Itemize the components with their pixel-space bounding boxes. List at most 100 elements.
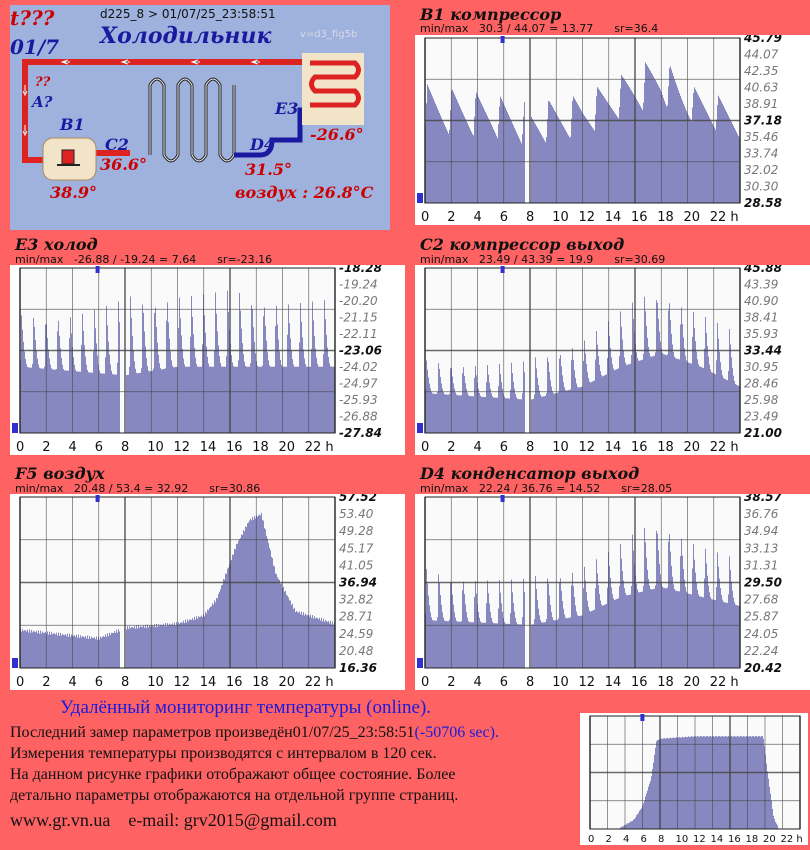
data-bar (196, 363, 197, 433)
data-bar (671, 69, 672, 203)
data-bar (696, 91, 697, 203)
data-bar (657, 302, 658, 433)
data-bar (264, 528, 265, 668)
data-bar (544, 140, 545, 203)
data-bar (254, 341, 255, 433)
x-tick-label: 6 (500, 210, 508, 225)
data-bar (649, 353, 650, 433)
data-bar (495, 397, 496, 433)
data-bar (133, 628, 134, 668)
data-bar (630, 363, 631, 433)
data-bar (595, 114, 596, 203)
data-bar (432, 96, 433, 203)
data-bar (622, 339, 623, 433)
data-bar (474, 116, 475, 203)
data-bar (482, 105, 483, 203)
data-bar (190, 619, 191, 668)
x-tick-label: 10 (552, 210, 569, 225)
data-bar (482, 622, 483, 668)
data-bar (599, 364, 600, 433)
data-bar (21, 315, 22, 433)
data-bar (662, 352, 663, 433)
data-bar (88, 372, 89, 433)
y-tick-label: 35.46 (744, 130, 779, 144)
data-bar (315, 348, 316, 433)
data-bar (725, 109, 726, 203)
data-bar (47, 337, 48, 433)
data-bar (89, 635, 90, 668)
data-bar (532, 624, 533, 668)
x-tick-label: 4 (474, 210, 482, 225)
data-bar (187, 366, 188, 433)
data-bar (443, 617, 444, 668)
data-bar (188, 621, 189, 668)
data-bar (776, 823, 777, 829)
data-bar (710, 596, 711, 668)
data-bar (199, 617, 200, 668)
data-bar (185, 366, 186, 433)
data-bar (468, 621, 469, 668)
data-bar (493, 397, 494, 433)
data-bar (169, 338, 170, 433)
data-bar (169, 623, 170, 668)
data-bar (507, 398, 508, 433)
data-bar (565, 130, 566, 203)
y-tick-label: 33.13 (744, 541, 778, 555)
data-bar (110, 634, 111, 668)
data-bar (141, 626, 142, 668)
data-bar (509, 116, 510, 203)
data-bar (106, 636, 107, 668)
data-bar (113, 633, 114, 668)
data-bar (209, 366, 210, 433)
data-bar (604, 375, 605, 433)
data-bar (39, 367, 40, 433)
data-bar (245, 526, 246, 668)
data-bar (581, 386, 582, 433)
x-tick-label: 14 (605, 210, 622, 225)
data-bar (239, 292, 240, 433)
data-bar (688, 362, 689, 433)
email-link[interactable]: e-mail: grv2015@gmail.com (128, 810, 337, 830)
data-bar (707, 113, 708, 203)
data-bar (173, 367, 174, 433)
data-bar (218, 593, 219, 668)
data-bar (298, 366, 299, 433)
data-bar (533, 398, 534, 433)
data-bar (56, 369, 57, 433)
data-bar (586, 364, 587, 433)
data-bar (723, 378, 724, 433)
data-bar (261, 366, 262, 433)
data-bar (254, 515, 255, 668)
data-bar (535, 357, 536, 433)
data-bar (714, 373, 715, 433)
data-bar (216, 313, 217, 433)
level-marker (417, 193, 423, 203)
data-bar (92, 372, 93, 433)
data-bar (127, 374, 128, 433)
data-bar (723, 736, 724, 829)
data-bar (210, 366, 211, 433)
data-bar (481, 396, 482, 433)
data-bar (57, 331, 58, 433)
data-bar (433, 393, 434, 433)
data-bar (66, 636, 67, 668)
data-bar (206, 346, 207, 433)
data-bar (571, 359, 572, 433)
site-link[interactable]: www.gr.vn.ua (10, 810, 111, 830)
data-bar (107, 325, 108, 433)
data-bar (310, 366, 311, 433)
data-bar (531, 399, 532, 433)
data-bar (244, 531, 245, 668)
data-bar (750, 736, 751, 829)
data-bar (725, 735, 726, 829)
data-bar (488, 374, 489, 433)
data-bar (600, 91, 601, 203)
y-tick-label: 33.74 (744, 147, 778, 161)
data-bar (287, 595, 288, 668)
data-bar (243, 530, 244, 668)
data-bar (232, 362, 233, 433)
data-bar (721, 594, 722, 668)
data-bar (520, 624, 521, 668)
data-bar (498, 386, 499, 433)
x-tick-label: 10 (552, 440, 569, 455)
